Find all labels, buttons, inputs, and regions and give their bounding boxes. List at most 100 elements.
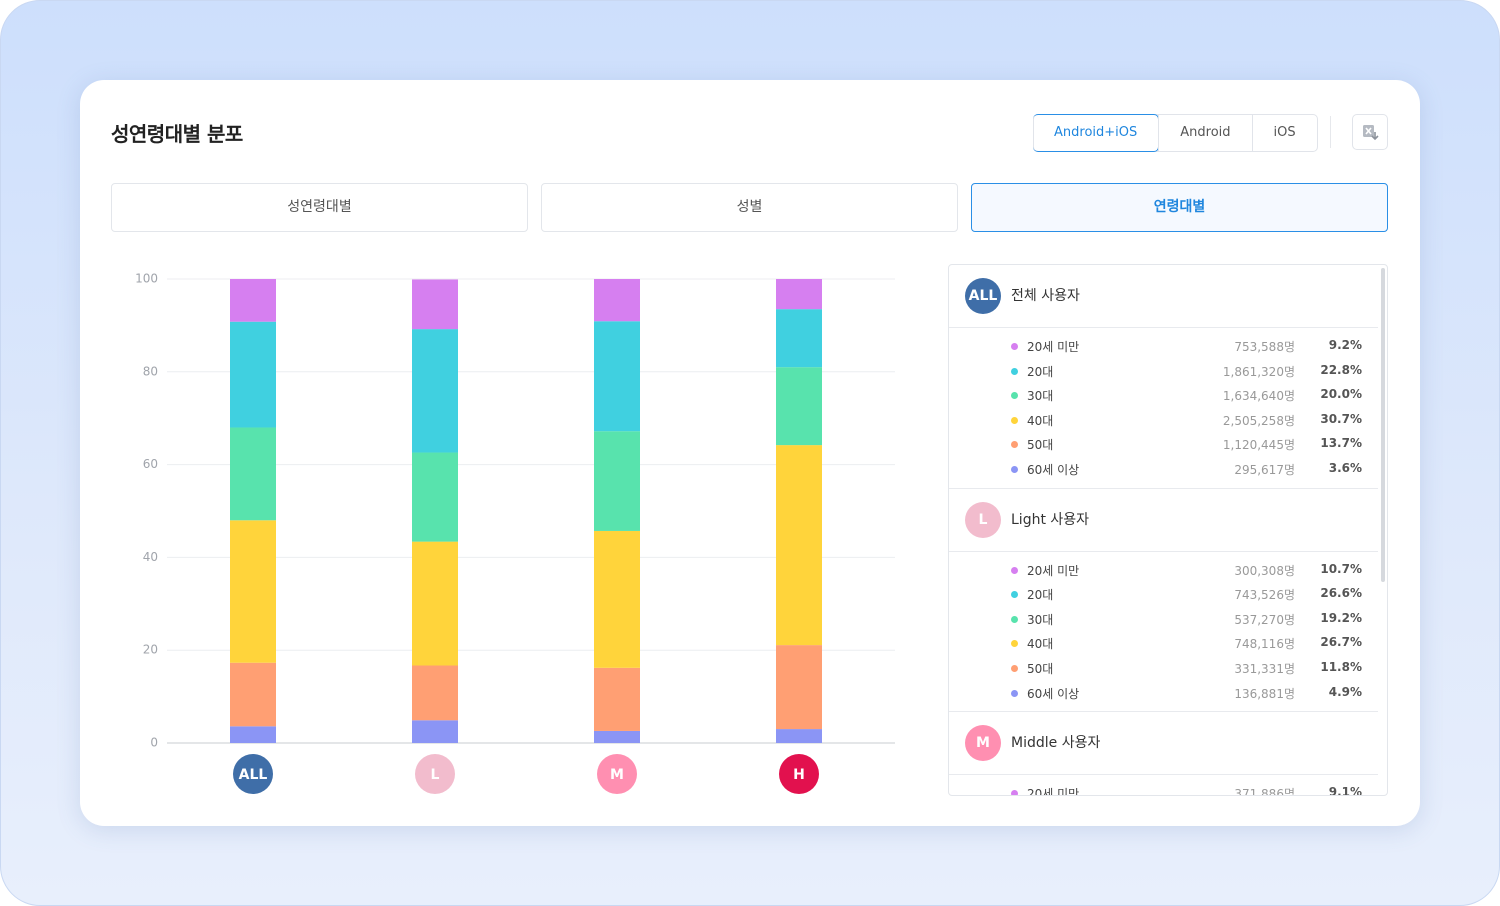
legend-row: 50대 331,331명 11.8% (949, 656, 1378, 681)
legend-row: 20대 743,526명 26.6% (949, 582, 1378, 607)
card: 성연령대별 분포 Android+iOS Android iOS 성연령대별 성… (80, 80, 1420, 826)
user-count: 2,505,258명 (1222, 413, 1295, 428)
user-count: 136,881명 (1234, 686, 1295, 701)
share-label: 4.9% (1328, 684, 1362, 699)
group-badge: M (965, 725, 1001, 762)
group-rows: 20세 미만 300,308명 10.7% 20대 743,526명 26.6% 30대 53… (949, 552, 1378, 713)
export-button[interactable] (1352, 114, 1388, 150)
legend-dot (1011, 664, 1018, 672)
icon-shape (1371, 132, 1379, 141)
category-badge (233, 754, 273, 794)
legend-row: 50대 1,120,445명 13.7% (949, 432, 1378, 457)
bar-segment (776, 729, 822, 743)
legend-row: 30대 537,270명 19.2% (949, 607, 1378, 632)
bar-segment (412, 665, 458, 721)
share-label: 26.6% (1320, 586, 1362, 601)
bar-segment (412, 452, 458, 542)
user-count: 753,588명 (1234, 340, 1295, 354)
legend-dot (1011, 392, 1018, 400)
legend-label: 60세 이상 (1027, 462, 1080, 477)
legend-label: 20세 미만 (1027, 340, 1080, 354)
x-tick-label: L (431, 767, 440, 783)
bar-segment (594, 530, 640, 668)
y-tick-label: 60 (143, 457, 158, 471)
y-tick-label: 20 (143, 643, 158, 657)
y-tick-label: 100 (135, 272, 158, 286)
legend-label: 30대 (1027, 389, 1054, 404)
user-count: 300,308명 (1234, 563, 1295, 578)
legend-row: 20세 미만 753,588명 9.2% (949, 334, 1378, 359)
legend-row: 40대 2,505,258명 30.7% (949, 408, 1378, 433)
bar-segment (776, 645, 822, 730)
group-header: ALL 전체 사용자 (949, 265, 1378, 328)
share-label: 26.7% (1320, 635, 1362, 650)
bar-segment (230, 520, 276, 663)
share-label: 9.2% (1328, 338, 1362, 352)
bar-segment (230, 321, 276, 428)
divider (1330, 116, 1331, 148)
user-count: 537,270명 (1234, 612, 1295, 627)
y-tick-label: 80 (143, 364, 158, 378)
bar-segment (776, 445, 822, 646)
bar-segment (230, 726, 276, 743)
group-name: 전체 사용자 (1011, 288, 1080, 304)
bar-segment (230, 662, 276, 727)
category-badge (597, 754, 637, 794)
legend-dot (1011, 640, 1018, 648)
legend-label: 40대 (1027, 413, 1054, 428)
y-tick-label: 0 (150, 736, 158, 750)
legend-dot (1011, 465, 1018, 473)
group-badge: ALL (965, 278, 1001, 314)
share-label: 11.8% (1320, 659, 1362, 674)
user-count: 1,120,445명 (1222, 438, 1295, 453)
platform-option[interactable]: Android (1158, 115, 1251, 151)
x-tick-label: ALL (239, 767, 268, 783)
tab[interactable]: 성연령대별 (111, 183, 528, 232)
y-tick-label: 40 (143, 550, 158, 564)
legend-row: 30대 1,634,640명 20.0% (949, 383, 1378, 408)
user-count: 748,116명 (1234, 637, 1295, 652)
user-count: 371,886명 (1234, 787, 1295, 796)
scrollbar[interactable] (1381, 268, 1385, 582)
group-rows: 20세 미만 753,588명 9.2% 20대 1,861,320명 22.8% 30대 1… (949, 328, 1378, 489)
legend-dot (1011, 367, 1018, 375)
platform-option[interactable]: iOS (1251, 115, 1317, 151)
legend-dot (1011, 566, 1018, 574)
bar-segment (594, 730, 640, 743)
bar-segment (230, 427, 276, 521)
legend-row: 20세 미만 371,886명 9.1% (949, 781, 1378, 796)
tab[interactable]: 연령대별 (971, 183, 1388, 232)
category-badge (415, 754, 455, 794)
export-icon (1363, 125, 1379, 141)
legend-dot (1011, 615, 1018, 623)
bar-segment (776, 279, 822, 310)
bar-segment (412, 541, 458, 666)
x-tick-label: M (610, 767, 624, 783)
user-count: 1,634,640명 (1222, 389, 1295, 404)
legend-dot (1011, 790, 1018, 795)
group-name: Light 사용자 (1011, 511, 1090, 528)
x-tick-label: H (793, 767, 805, 783)
legend-dot (1011, 343, 1018, 350)
category-badge (779, 754, 819, 794)
share-label: 3.6% (1328, 460, 1362, 475)
legend-row: 40대 748,116명 26.7% (949, 631, 1378, 656)
legend-label: 20대 (1027, 588, 1054, 603)
user-count: 1,861,320명 (1222, 364, 1295, 379)
user-count: 331,331명 (1234, 661, 1295, 676)
legend-dot (1011, 416, 1018, 424)
bar-segment (412, 720, 458, 743)
platform-option[interactable]: Android+iOS (1033, 114, 1160, 152)
bar-segment (594, 321, 640, 432)
bar-segment (594, 667, 640, 731)
tab[interactable]: 성별 (541, 183, 958, 232)
legend-label: 40대 (1027, 637, 1054, 652)
legend-label: 50대 (1027, 661, 1054, 676)
legend-row: 60세 이상 295,617명 3.6% (949, 457, 1378, 482)
bar-segment (776, 367, 822, 446)
chart: 0 20 40 60 80 100 ALL L M H (135, 272, 895, 794)
bar-segment (230, 279, 276, 322)
bar-segment (594, 431, 640, 531)
legend-dot (1011, 441, 1018, 449)
